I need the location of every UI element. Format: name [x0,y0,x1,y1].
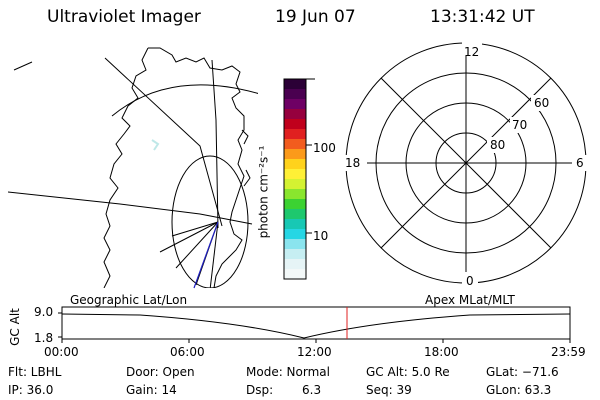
alt-tick-9: 9.0 [34,305,54,319]
seq-status: Seq: 39 [366,383,412,397]
time-tick-0000: 00:00 [44,345,79,359]
glat-status: GLat: −71.6 [486,365,559,379]
colorbar-segment [284,109,306,120]
colorbar-segment [284,219,306,230]
ip-status: IP: 36.0 [8,383,54,397]
colorbar-tick-100: 100 [313,141,336,155]
colorbar-tick-10: 10 [313,229,329,243]
time-label: 13:31:42 UT [430,7,535,27]
colorbar-segment [284,89,306,100]
colorbar-segment [284,259,306,270]
time-tick-1800: 18:00 [424,345,459,359]
mlt-label-6: 6 [576,156,584,170]
altitude-strip-chart [58,306,571,343]
colorbar-unit-label: photon cm⁻²s⁻¹ [256,145,271,239]
colorbar-segment [284,269,306,280]
dsp-value: 6.3 [302,383,322,397]
filter-status: Flt: LBHL [8,365,62,379]
date-label: 19 Jun 07 [275,7,356,27]
gc-alt-status: GC Alt: 5.0 Re [366,365,450,379]
colorbar-segment [284,159,306,170]
colorbar-frame [283,78,307,280]
colorbar-segment [284,199,306,210]
orbit-track [193,221,219,289]
mlt-label-0: 0 [466,274,474,288]
colorbar-segment [284,239,306,250]
colorbar-segment [284,189,306,200]
mlt-label-18: 18 [345,156,361,170]
dsp-label: Dsp: [246,383,274,397]
time-tick-1200: 12:00 [297,345,332,359]
colorbar-segment [284,179,306,190]
glon-status: GLon: 63.3 [486,383,552,397]
colorbar-segment [284,99,306,110]
colorbar-segment [284,169,306,180]
colorbar-segment [284,139,306,150]
mlt-label-12: 12 [464,45,480,59]
colorbar-segment [284,129,306,140]
colorbar-segment [284,119,306,130]
mlat-label-80: 80 [490,138,506,152]
geographic-map [8,47,258,289]
instrument-title: Ultraviolet Imager [47,7,201,27]
colorbar-segment [284,229,306,240]
time-tick-2359: 23:59 [551,345,586,359]
time-tick-0600: 06:00 [170,345,205,359]
colorbar-segment [284,79,306,90]
coastline [103,47,245,288]
door-status: Door: Open [126,365,195,379]
geographic-latlon-label: Geographic Lat/Lon [70,293,188,307]
gain-status: Gain: 14 [126,383,177,397]
mlat-label-60: 60 [534,96,550,110]
colorbar-segment [284,149,306,160]
apex-mlat-mlt-label: Apex MLat/MLT [425,293,515,307]
mode-status: Mode: Normal [246,365,330,379]
color-scale-bar [283,78,315,280]
polar-mlat-mlt-plot [343,40,588,288]
altitude-curve [61,313,571,339]
colorbar-segment [284,249,306,260]
alt-tick-1-8: 1.8 [34,331,54,345]
mlat-label-70: 70 [512,118,528,132]
colorbar-segment [284,209,306,220]
